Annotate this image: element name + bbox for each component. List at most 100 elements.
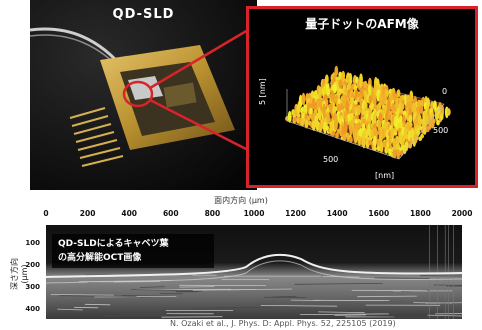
oct-speckle (334, 314, 366, 316)
oct-y-axis: 100 200 300 400 (24, 225, 46, 319)
afm-dot (304, 119, 309, 129)
afm-dot (334, 119, 338, 131)
afm-dot (303, 104, 308, 110)
afm-surface-plot (285, 65, 451, 160)
oct-speckle (425, 302, 462, 304)
afm-dot (388, 135, 393, 147)
afm-dot (370, 102, 375, 110)
oct-speckle (420, 275, 462, 277)
afm-dot (343, 121, 348, 134)
afm-dot (393, 127, 398, 133)
oct-x-axis: 0 200 400 600 800 1000 1200 1400 1600 1800 2000 (0, 209, 482, 223)
afm-dot (300, 117, 305, 127)
afm-dot (390, 126, 395, 140)
afm-dot (342, 95, 347, 108)
afm-dot (385, 146, 390, 152)
oct-speckle (84, 303, 111, 306)
afm-dot (323, 121, 327, 134)
afm-dot (425, 126, 430, 133)
afm-dot (334, 65, 339, 77)
afm-dot (372, 113, 377, 126)
oct-speckle (299, 313, 389, 315)
oct-speckle (193, 307, 259, 309)
oct-speckle (179, 286, 215, 288)
oct-speckle (357, 295, 417, 298)
afm-title: 量子ドットのAFM像 (305, 17, 419, 31)
afm-dot (326, 87, 331, 97)
afm-z-label: 5 [nm] (258, 78, 267, 105)
oct-speckle (50, 294, 114, 296)
afm-dot (338, 79, 343, 89)
afm-dot (306, 115, 311, 121)
afm-dot (296, 116, 301, 124)
oct-speckle (433, 284, 462, 286)
oct-x-tick-label: 400 (121, 209, 138, 218)
afm-dot (392, 149, 397, 159)
oct-speckle (161, 316, 223, 318)
afm-image-panel: 量子ドットのAFM像 5 [nm] 500 0 500 [nm] (246, 6, 478, 188)
afm-dot (393, 131, 398, 136)
afm-dot (353, 133, 358, 144)
oct-caption-line-1: QD-SLDによるキャベツ葉 (58, 239, 169, 249)
oct-x-tick-label: 1000 (243, 209, 265, 218)
oct-speckle (318, 311, 365, 313)
oct-speckle (290, 309, 386, 312)
oct-x-tick-label: 1200 (285, 209, 307, 218)
oct-speckle (130, 289, 193, 291)
afm-dot (324, 74, 329, 85)
afm-dot (357, 104, 361, 116)
oct-y-tick-label: 400 (25, 305, 40, 313)
oct-x-tick-label: 600 (162, 209, 179, 218)
photo-title: QD-SLD (112, 7, 175, 22)
oct-speckle (57, 308, 83, 311)
oct-speckle (226, 288, 293, 291)
oct-speckle (102, 314, 168, 317)
oct-x-tick-label: 1600 (368, 209, 390, 218)
afm-dots-layer (285, 65, 451, 159)
afm-dot (436, 119, 440, 126)
afm-dot (373, 146, 377, 152)
oct-x-tick-label: 800 (204, 209, 221, 218)
oct-y-tick-label: 200 (25, 261, 40, 269)
afm-dot (331, 130, 336, 137)
qd-sld-device-image (30, 0, 257, 190)
oct-y-axis-label: 深さ方向 (μm) (10, 258, 29, 290)
afm-dot (419, 105, 424, 115)
afm-dot (408, 114, 413, 124)
afm-dot (309, 107, 313, 115)
oct-x-tick-label: 1400 (326, 209, 348, 218)
afm-dot (377, 102, 382, 109)
oct-caption-line-2: の高分解能OCT画像 (58, 253, 142, 263)
afm-dot (365, 136, 370, 149)
afm-dot (325, 125, 329, 131)
afm-dot (422, 124, 427, 135)
oct-speckle (272, 295, 297, 298)
afm-dot (342, 84, 346, 97)
afm-dot (348, 72, 353, 86)
afm-dot (385, 89, 389, 98)
afm-dot (359, 78, 363, 88)
oct-x-tick-label: 2000 (451, 209, 473, 218)
afm-dot (317, 109, 322, 121)
afm-dot (396, 89, 401, 98)
afm-dot (335, 132, 339, 139)
oct-y-tick-label: 300 (25, 283, 40, 291)
afm-dot (301, 92, 306, 106)
oct-speckle (140, 286, 165, 288)
afm-dot (361, 136, 366, 149)
afm-x-500-label: 500 (323, 155, 339, 164)
afm-dot (345, 100, 349, 113)
afm-dot (363, 102, 368, 110)
oct-speckle (74, 306, 99, 309)
oct-speckle (260, 305, 338, 307)
afm-dot (387, 100, 391, 113)
afm-dot (379, 140, 384, 153)
afm-dot (296, 104, 301, 115)
afm-dot (420, 133, 424, 139)
afm-dot (424, 113, 429, 126)
afm-dot (384, 111, 389, 123)
afm-dot (355, 115, 359, 120)
oct-speckle (294, 283, 383, 285)
afm-dot (400, 139, 405, 148)
afm-dot (322, 108, 327, 120)
